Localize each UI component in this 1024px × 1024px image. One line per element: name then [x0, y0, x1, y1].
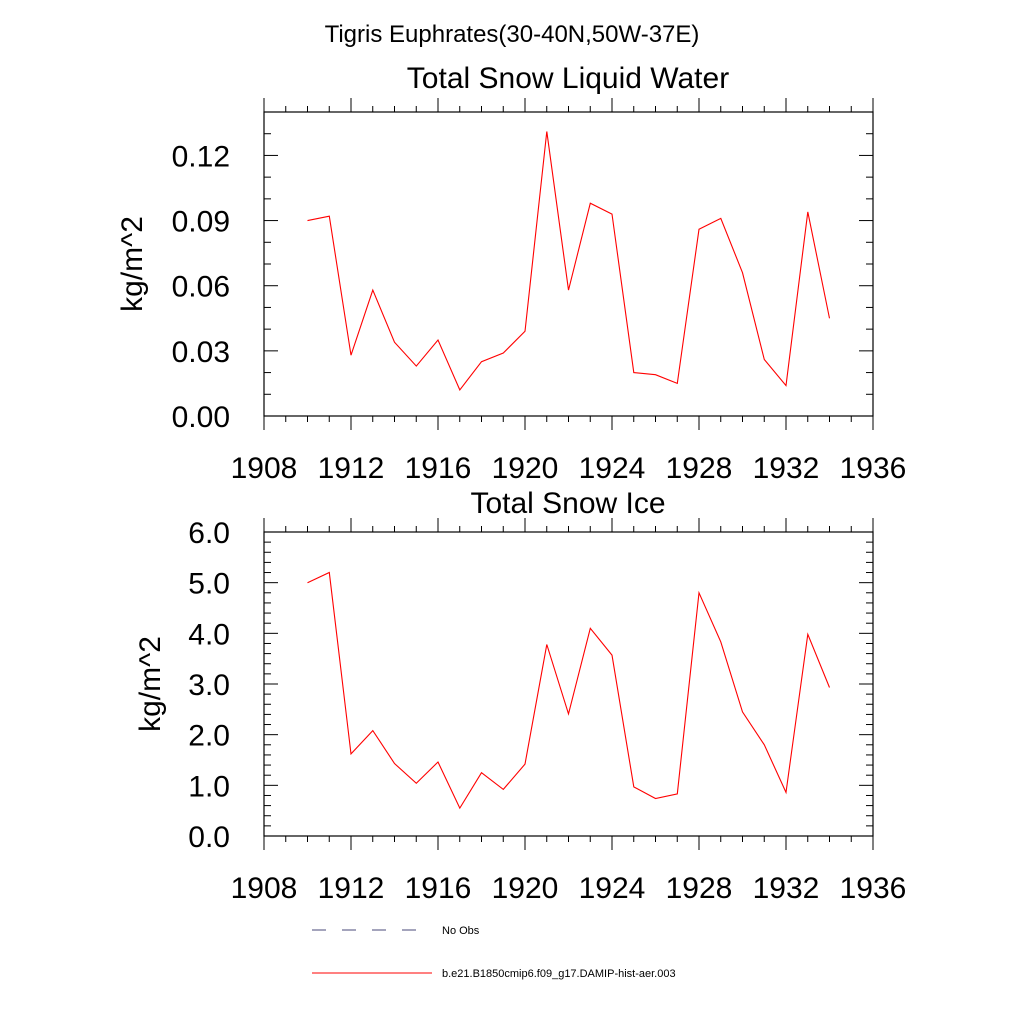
y-tick-label: 5.0: [188, 568, 230, 601]
legend-label-model: b.e21.B1850cmip6.f09_g17.DAMIP-hist-aer.…: [442, 968, 676, 980]
y-tick-label: 0.06: [172, 271, 230, 304]
x-tick-label: 1908: [231, 452, 298, 485]
legend-label-no-obs: No Obs: [442, 925, 480, 937]
y-tick-label: 6.0: [188, 517, 230, 550]
y-tick-label: 0.09: [172, 206, 230, 239]
plot-frame: [263, 531, 874, 837]
x-tick-label: 1924: [579, 452, 646, 485]
panel-title: Total Snow Liquid Water: [407, 62, 729, 95]
y-axis-label: kg/m^2: [134, 636, 167, 732]
x-tick-label: 1908: [231, 872, 298, 905]
x-tick-label: 1912: [318, 452, 385, 485]
series-line: [307, 131, 831, 391]
legend: No Obs b.e21.B1850cmip6.f09_g17.DAMIP-hi…: [312, 925, 676, 980]
y-tick-label: 0.03: [172, 336, 230, 369]
y-tick-label: 4.0: [188, 618, 230, 651]
panel-liquid-water: Total Snow Liquid Water kg/m^2 1908 1912 1…: [116, 62, 906, 485]
y-tick-label: 0.12: [172, 140, 230, 173]
series-line: [307, 571, 831, 810]
y-tick-label: 1.0: [188, 770, 230, 803]
x-tick-label: 1924: [579, 872, 646, 905]
y-axis-label: kg/m^2: [116, 216, 149, 312]
x-tick-label: 1932: [753, 872, 820, 905]
x-tick-label: 1916: [405, 872, 472, 905]
plot-area: 1908 1912 1916 1920 1924 1928 1932 1936 0.0 1.0 2.…: [188, 517, 906, 905]
y-tick-label: 3.0: [188, 669, 230, 702]
x-tick-label: 1920: [492, 452, 559, 485]
x-tick-label: 1936: [840, 452, 907, 485]
x-tick-label: 1916: [405, 452, 472, 485]
x-tick-label: 1920: [492, 872, 559, 905]
x-tick-label: 1932: [753, 452, 820, 485]
x-tick-label: 1928: [666, 452, 733, 485]
y-tick-label: 0.00: [172, 401, 230, 434]
x-tick-label: 1912: [318, 872, 385, 905]
panel-title: Total Snow Ice: [470, 487, 665, 520]
plot-area: 1908 1912 1916 1920 1924 1928 1932 1936 0.00 0.03…: [172, 98, 907, 485]
y-tick-label: 2.0: [188, 720, 230, 753]
panel-snow-ice: Total Snow Ice kg/m^2 1908 1912 1916 1920 19…: [134, 487, 906, 905]
y-tick-label: 0.0: [188, 821, 230, 854]
plot-frame: [263, 111, 874, 417]
x-tick-label: 1936: [840, 872, 907, 905]
x-tick-label: 1928: [666, 872, 733, 905]
figure-suptitle: Tigris Euphrates(30-40N,50W-37E): [325, 21, 700, 48]
